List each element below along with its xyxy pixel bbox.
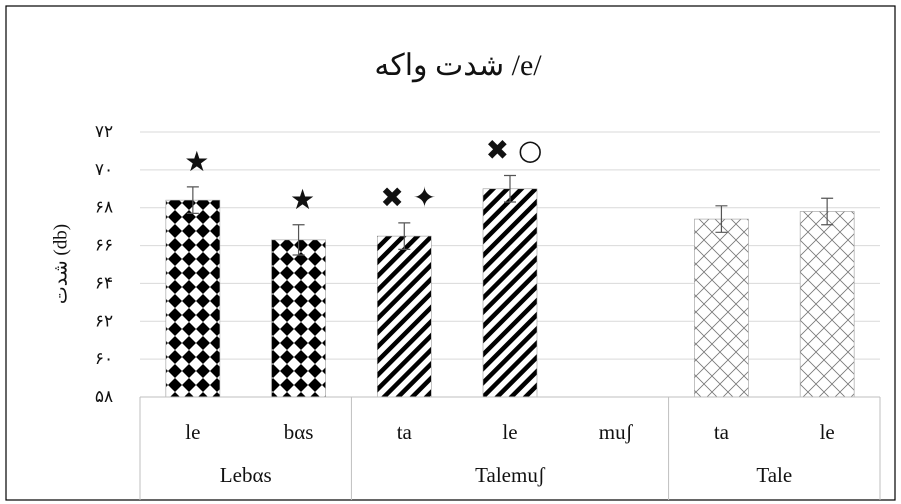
group-label: Tale xyxy=(756,463,792,487)
group-label: Talemuʃ xyxy=(475,463,546,487)
x-tick-label: ta xyxy=(714,420,730,444)
annotation: ★ xyxy=(290,183,315,216)
error-bar xyxy=(398,222,411,250)
annotation: ★ xyxy=(184,145,209,178)
frame xyxy=(5,5,896,501)
y-tick-label: ۶۶ xyxy=(95,236,113,256)
x-tick-label: le xyxy=(820,420,835,444)
chart-title: شدت واکه /e/ xyxy=(374,49,542,83)
y-tick-label: ۷۲ xyxy=(95,122,113,142)
y-axis-label: شدت (db) xyxy=(50,224,71,304)
error-bar xyxy=(821,197,834,226)
y-tick-label: ۶۲ xyxy=(95,311,113,331)
error-bar xyxy=(186,186,199,214)
y-tick-label: ۶۸ xyxy=(95,198,113,218)
bar xyxy=(482,188,538,398)
group-label: Lebαs xyxy=(220,463,272,487)
x-tick-label: muʃ xyxy=(599,420,634,444)
x-tick-label: le xyxy=(502,420,517,444)
y-tick-label: ۷۰ xyxy=(95,160,113,180)
error-bar xyxy=(504,174,516,203)
error-bar xyxy=(715,205,728,233)
error-bar xyxy=(292,224,305,256)
bar xyxy=(799,211,855,398)
y-tick-label: ۶۴ xyxy=(95,273,113,293)
y-tick-label: ۵۸ xyxy=(95,387,113,407)
bar xyxy=(271,239,326,398)
x-tick-label: le xyxy=(185,420,200,444)
y-tick-label: ۶۰ xyxy=(95,349,113,369)
bar xyxy=(376,235,432,398)
annotation: ✖ ✦ xyxy=(380,181,436,214)
x-tick-label: ta xyxy=(397,420,413,444)
x-tick-label: bαs xyxy=(284,420,314,444)
annotation: ✖ ○ xyxy=(486,134,543,167)
bar xyxy=(165,199,221,398)
bar xyxy=(694,218,749,398)
